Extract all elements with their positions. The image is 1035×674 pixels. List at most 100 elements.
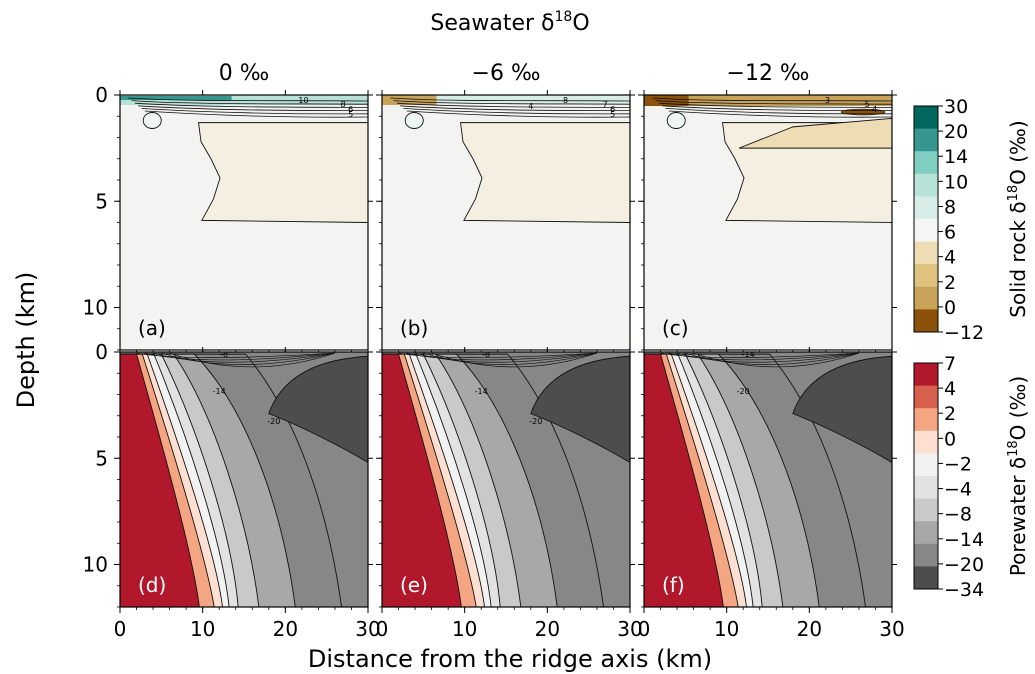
- colorbar-swatch: [914, 498, 938, 522]
- colorbar-swatch: [914, 566, 938, 590]
- contour-region-minus34: [792, 355, 892, 464]
- x-tick-label: 30: [617, 617, 642, 641]
- x-tick-label: 30: [879, 617, 904, 641]
- column-title-1: 0 ‰: [219, 61, 270, 86]
- title-suffix: O: [572, 11, 589, 36]
- contour-region-minus34: [530, 355, 630, 464]
- contour-field: 8 765 4: [382, 95, 630, 350]
- contour-field: -14 -20: [644, 350, 892, 607]
- x-tick-label: 0: [376, 617, 389, 641]
- colorbar-swatch: [914, 363, 938, 387]
- surface-band-0: [382, 95, 437, 105]
- contour-label: 5: [348, 110, 353, 119]
- colorbar-swatch: [914, 128, 938, 152]
- colorbar-tick-label: 20: [944, 121, 968, 143]
- colorbar-tick-label: 4: [944, 378, 956, 400]
- colorbar-swatch: [914, 241, 938, 265]
- colorbar-tick-label: 2: [944, 272, 956, 294]
- contour-line: [658, 102, 892, 108]
- contour-line: [414, 352, 597, 363]
- colorbar-tick-label: −4: [944, 479, 972, 501]
- panel-c: 3 54 (c): [644, 95, 892, 350]
- panel-e: -8 -14 -20 (e): [382, 350, 630, 607]
- colorbar-label-suffix: O (‰): [1006, 120, 1030, 185]
- contour-label: 7: [603, 100, 608, 109]
- contour-line: [660, 352, 859, 358]
- contour-line: [655, 100, 892, 105]
- contour-label: -20: [529, 417, 542, 426]
- colorbar-border: [913, 362, 939, 590]
- panel-label: (f): [662, 573, 685, 597]
- contour-field: 3 54: [644, 95, 892, 350]
- panel-label: (d): [138, 573, 166, 597]
- colorbar-tick-label: −14: [944, 529, 984, 551]
- contour-line: [685, 352, 860, 365]
- panel-f: -14 -20 (f): [644, 350, 892, 607]
- colorbar-swatch: [914, 196, 938, 220]
- contour-line: [152, 352, 335, 363]
- panel-label: (a): [138, 316, 166, 340]
- contour-label: -8: [220, 350, 228, 359]
- y-tick-label: 10: [83, 553, 108, 577]
- contour-line: [400, 105, 630, 112]
- contour-line: [403, 108, 630, 115]
- panel-a: 10 865 (a): [120, 95, 368, 350]
- x-tick-label: 0: [114, 617, 127, 641]
- contour-label: 8: [563, 96, 568, 105]
- contour-line: [431, 352, 598, 368]
- svg-text:Seawater δ18O: Seawater δ18O: [430, 9, 589, 36]
- contour-label: 6: [348, 105, 353, 114]
- contour-loop-6: [404, 112, 424, 129]
- contour-line: [652, 97, 892, 102]
- y-axis-label: Depth (km): [12, 272, 40, 409]
- colorbar-2: 7 4 2 0 −2 −4 −8 −14 −20 −34 Porewater δ18O (‰): [913, 353, 1030, 601]
- x-tick-label: 20: [797, 617, 822, 641]
- colorbar-label-main: Porewater δ: [1006, 457, 1030, 576]
- colorbar-swatch: [914, 521, 938, 545]
- colorbar-label-main: Solid rock δ: [1006, 201, 1030, 317]
- contour-field: -8 -14 -20: [382, 350, 630, 607]
- contour-region-minus34: [268, 355, 368, 464]
- colorbar-tick-label: −12: [944, 322, 984, 344]
- colorbar-swatch: [914, 286, 938, 310]
- contour-line: [393, 100, 630, 105]
- colorbar-tick-label: 0: [944, 297, 956, 319]
- contour-line: [668, 352, 859, 361]
- contour-label: 5: [610, 110, 615, 119]
- contour-line: [693, 352, 860, 368]
- title-prefix: Seawater δ: [430, 11, 554, 36]
- contour-line: [169, 352, 336, 368]
- contour-line: [676, 352, 859, 363]
- colorbar-label-sup: 18: [1006, 185, 1021, 202]
- colorbar-label: Solid rock δ18O (‰): [1006, 120, 1030, 317]
- contour-line: [131, 100, 368, 105]
- surface-band-20: [120, 96, 232, 100]
- panel-label: (b): [400, 316, 428, 340]
- contour-label: -20: [737, 387, 750, 396]
- contour-label: -14: [742, 350, 755, 359]
- contour-line: [406, 110, 630, 118]
- colorbar-tick-label: 30: [944, 96, 968, 118]
- contour-line: [396, 102, 630, 108]
- colorbar-tick-label: 4: [944, 247, 956, 269]
- colorbar-swatch: [914, 173, 938, 197]
- colorbar-border: [913, 105, 939, 333]
- contour-loop-6: [142, 112, 162, 129]
- contour-label: 4: [528, 102, 533, 111]
- contour-label: -14: [475, 387, 488, 396]
- contour-label: -14: [213, 387, 226, 396]
- contour-label: -8: [482, 350, 490, 359]
- contour-region-4: [198, 122, 368, 223]
- contour-label: 8: [341, 100, 346, 109]
- y-tick-label: 0: [95, 83, 108, 107]
- colorbar-label-suffix: O (‰): [1006, 376, 1030, 441]
- colorbar-swatch: [914, 151, 938, 175]
- colorbar-tick-label: 2: [944, 403, 956, 425]
- x-tick-label: 0: [638, 617, 651, 641]
- surface-band-8: [382, 95, 630, 104]
- contour-label: 10: [298, 96, 308, 105]
- axes-frame: 0 10 20 30: [638, 347, 905, 641]
- y-tick-label: 5: [95, 189, 108, 213]
- colorbar-swatch: [914, 430, 938, 454]
